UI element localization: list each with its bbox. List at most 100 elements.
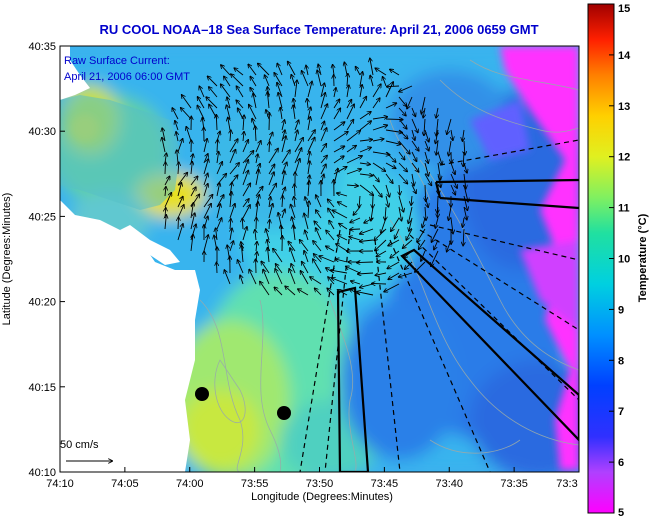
current-vector (436, 129, 439, 143)
current-vector (451, 129, 453, 140)
current-vector (255, 126, 256, 142)
current-vector (165, 215, 166, 230)
current-vector (347, 85, 349, 98)
current-vector (228, 118, 230, 131)
current-vector (269, 142, 270, 153)
current-vector (165, 187, 166, 197)
current-vector (373, 195, 374, 208)
current-vector (238, 260, 244, 274)
current-vector (231, 74, 244, 87)
current-vector (408, 206, 413, 223)
current-vector (263, 270, 270, 285)
current-vector (437, 195, 438, 213)
current-vector (255, 230, 256, 241)
current-vector (405, 261, 413, 269)
current-vector (424, 162, 428, 176)
current-vector (411, 151, 417, 161)
current-vector (314, 221, 322, 230)
current-vector (398, 162, 407, 171)
current-vector (463, 151, 464, 166)
current-vector (268, 172, 274, 186)
current-vector (165, 153, 166, 164)
current-vector (390, 250, 400, 258)
current-vector (242, 219, 243, 230)
current-vector (407, 96, 413, 109)
current-vector (308, 201, 309, 219)
current-vector (281, 188, 285, 197)
x-tick-label: 73:40 (435, 478, 463, 490)
current-vector (399, 184, 400, 195)
current-vector (331, 270, 348, 274)
current-vector (320, 122, 324, 131)
current-vector (290, 248, 296, 263)
transect-boxes (336, 178, 579, 472)
current-vector (172, 108, 179, 120)
current-vector (221, 84, 231, 98)
current-vector (437, 151, 442, 165)
land-mass-west (60, 46, 200, 472)
current-vector (398, 129, 408, 139)
current-vector-field (162, 59, 468, 296)
current-vector (372, 184, 382, 197)
current-vector (356, 67, 361, 76)
current-vector (255, 170, 259, 186)
current-vector (424, 173, 431, 185)
current-vector (175, 121, 179, 131)
current-vector (346, 131, 360, 142)
current-vector (295, 80, 297, 98)
current-vector (436, 140, 438, 155)
current-vector (320, 93, 325, 109)
current-vector (346, 185, 358, 186)
current-vector (164, 177, 170, 186)
x-tick-label: 73:45 (371, 478, 399, 490)
current-vector (281, 136, 286, 153)
current-vector (398, 151, 405, 160)
current-vector (346, 104, 354, 120)
current-vector (190, 187, 196, 197)
current-vector (243, 115, 244, 131)
current-vector (450, 184, 455, 195)
current-vector (269, 113, 270, 131)
current-vector (350, 229, 361, 230)
current-vector (267, 92, 269, 109)
current-vector (216, 183, 220, 197)
current-vector (224, 270, 231, 285)
current-vector (398, 206, 402, 221)
current-vector (347, 74, 348, 87)
current-vector (360, 240, 374, 242)
current-vector (338, 202, 348, 208)
current-vector (199, 86, 205, 98)
current-vector (359, 174, 373, 176)
current-vector (250, 77, 257, 87)
current-vector (217, 152, 219, 164)
x-tick-label: 73:55 (241, 478, 269, 490)
current-vector (293, 225, 295, 241)
surface-current-label: Raw Surface Current: (64, 55, 170, 67)
current-vector (395, 228, 400, 239)
current-vector (209, 87, 218, 98)
current-vector (387, 86, 400, 87)
current-vector (333, 99, 340, 109)
current-vector (417, 228, 426, 242)
current-vector (319, 256, 335, 263)
current-vector (253, 94, 257, 109)
current-vector (329, 221, 335, 230)
current-vector (281, 209, 285, 219)
current-vector (411, 184, 416, 193)
current-vector (372, 117, 387, 119)
current-vector (221, 65, 231, 76)
current-vector (463, 162, 467, 173)
y-axis-label: Latitude (Degrees:Minutes) (1, 193, 13, 326)
current-vector (385, 206, 386, 220)
current-vector (463, 217, 465, 227)
current-vector (274, 287, 283, 296)
current-vector (165, 162, 166, 175)
current-vector (357, 292, 374, 296)
current-vector (294, 138, 303, 153)
current-vector (208, 76, 218, 87)
current-vector (449, 140, 452, 156)
current-vector (313, 241, 322, 252)
current-vector (243, 132, 244, 142)
current-vector (230, 130, 231, 142)
y-tick-label: 40:25 (28, 211, 56, 223)
